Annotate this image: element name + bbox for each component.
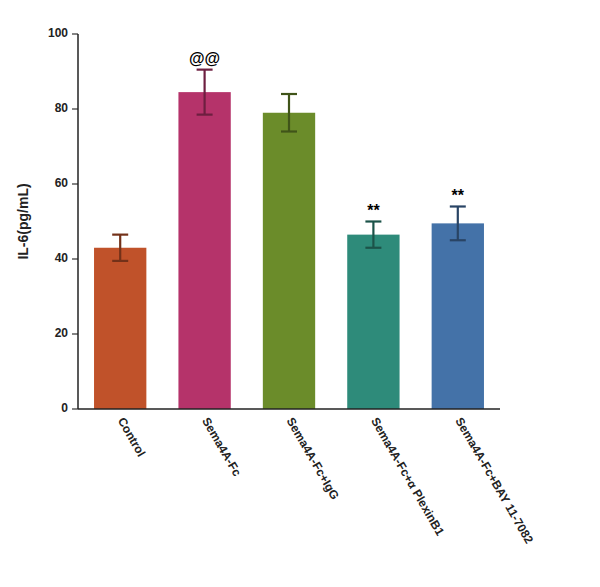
error-cap <box>450 205 466 207</box>
y-tick <box>72 408 78 409</box>
error-stem <box>457 207 459 241</box>
y-axis-label: IL-6(pg/mL) <box>15 183 31 259</box>
y-tick-label: 60 <box>55 176 69 190</box>
bar <box>178 92 230 409</box>
error-cap <box>365 247 381 249</box>
annotation: @@ <box>189 50 220 67</box>
error-cap <box>281 130 297 132</box>
y-tick <box>72 333 78 334</box>
annotation: ** <box>367 202 380 219</box>
x-axis-line <box>78 408 500 410</box>
y-axis-line <box>77 34 79 409</box>
y-tick-label: 80 <box>55 101 69 115</box>
error-bar <box>112 235 128 261</box>
bar <box>94 248 146 409</box>
error-cap <box>197 69 213 71</box>
error-bar <box>365 222 381 248</box>
bar <box>347 235 399 409</box>
x-axis: Control Sema4A-Fc Sema4A-Fc+IgG Sema4A-Fc+α… <box>115 415 536 546</box>
error-stem <box>119 235 121 261</box>
x-tick-label: Control <box>115 415 148 459</box>
y-tick <box>72 258 78 259</box>
y-tick <box>72 108 78 109</box>
error-cap <box>281 93 297 95</box>
y-tick-label: 40 <box>55 251 69 265</box>
x-tick-label: Sema4A-Fc <box>199 415 244 479</box>
annotations: @@ ** ** <box>189 50 465 219</box>
y-tick <box>72 33 78 34</box>
bar <box>263 113 315 409</box>
x-tick-label: Sema4A-Fc+BAY 11-7082 <box>452 415 536 546</box>
error-stem <box>204 70 206 115</box>
error-bar <box>197 70 213 115</box>
error-cap <box>365 220 381 222</box>
error-bar <box>450 207 466 241</box>
plot: 0 20 40 60 80 100 IL-6(pg/mL) @@ ** ** Control Sema… <box>15 26 536 546</box>
bar <box>432 223 484 409</box>
chart-container: 0 20 40 60 80 100 IL-6(pg/mL) @@ ** ** Control Sema… <box>0 0 600 587</box>
x-tick-label: Sema4A-Fc+IgG <box>284 415 342 502</box>
error-stem <box>372 222 374 248</box>
error-cap <box>450 239 466 241</box>
annotation: ** <box>452 187 465 204</box>
error-stem <box>288 94 290 132</box>
y-tick-label: 20 <box>55 326 69 340</box>
chart: 0 20 40 60 80 100 IL-6(pg/mL) @@ ** ** Control Sema… <box>0 0 600 587</box>
error-cap <box>112 234 128 236</box>
y-tick-label: 100 <box>48 26 68 40</box>
error-bar <box>281 94 297 132</box>
y-tick <box>72 183 78 184</box>
bars <box>94 92 484 409</box>
error-bars <box>112 70 466 261</box>
error-cap <box>112 260 128 262</box>
y-axis: 0 20 40 60 80 100 <box>48 26 78 415</box>
error-cap <box>197 114 213 116</box>
x-tick-label: Sema4A-Fc+α PlexinB1 <box>368 415 447 538</box>
y-tick-label: 0 <box>61 401 68 415</box>
